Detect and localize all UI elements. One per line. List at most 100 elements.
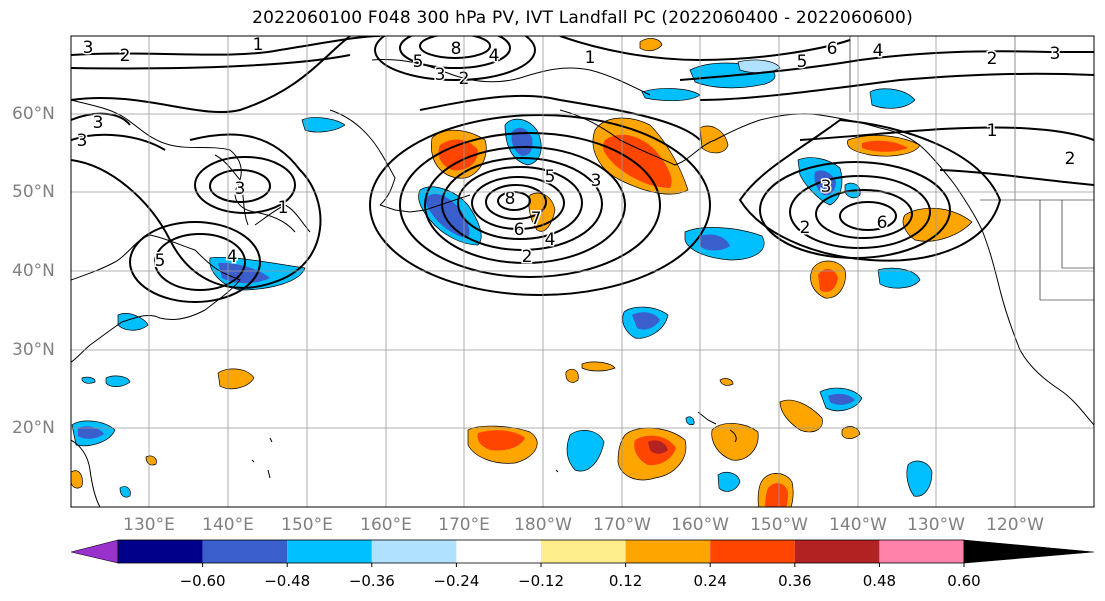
ivt-negative-region [906, 460, 933, 497]
contour-label: 6 [877, 213, 888, 233]
ivt-positive-core [764, 483, 788, 507]
pv-contour [129, 221, 261, 303]
ivt-negative-core [828, 393, 855, 405]
pv-contour [71, 133, 322, 289]
lon-label: 170°E [438, 515, 490, 535]
colorbar-segment [710, 540, 795, 563]
colorbar-segment [625, 540, 711, 563]
map-frame [70, 35, 1095, 508]
lon-label: 140°W [829, 515, 887, 535]
pv-contour [209, 169, 271, 203]
pv-contour [457, 166, 583, 240]
island-hawaii [697, 411, 737, 443]
ivt-negative-region [81, 376, 96, 384]
ivt-negative-region [717, 472, 741, 492]
ivt-positive-region [779, 399, 823, 433]
colorbar-label: −0.60 [179, 572, 226, 590]
contour-label: 5 [797, 52, 808, 72]
contour-labels: 3 2 1 3 3 1 3 8 5 7 6 4 2 3 4 5 6 2 3 2 … [75, 36, 1077, 273]
contour-label: 4 [227, 247, 238, 267]
pv-contour [369, 114, 711, 296]
pv-contour [419, 36, 491, 59]
pv-contour [194, 156, 296, 214]
colorbar-segment [287, 540, 372, 563]
contour-label: 3 [77, 131, 88, 151]
contour-label: 4 [489, 46, 500, 66]
lon-label: 120°W [986, 515, 1044, 535]
ivt-positive-region [217, 368, 255, 390]
ivt-positive-core [862, 140, 908, 152]
ivt-positive-region [719, 378, 734, 386]
pv-contour [699, 72, 1094, 101]
lat-label: 20°N [12, 418, 55, 438]
contour-label: 2 [522, 247, 533, 267]
pv-contour [71, 133, 166, 151]
ivt-negative-region [877, 267, 921, 289]
ivt-negative-region [685, 416, 695, 426]
lon-label: 130°E [123, 515, 175, 535]
ivt-positive-region [639, 38, 663, 52]
lon-label: 150°E [281, 515, 333, 535]
islands-pacific [251, 437, 559, 479]
ivt-positive-region [841, 426, 861, 439]
lat-label: 50°N [12, 182, 55, 202]
pv-contour [815, 189, 913, 239]
ivt-positive-region [699, 125, 729, 154]
lon-label: 140°E [202, 515, 254, 535]
colorbar-label: 0.24 [693, 572, 727, 590]
pv-contour [939, 169, 1094, 186]
ivt-positive-region [145, 455, 157, 466]
colorbar-segment [371, 540, 457, 563]
ivt-negative-region [119, 486, 131, 498]
lon-label: 160°E [360, 515, 412, 535]
lat-label: 60°N [12, 104, 55, 124]
colorbar-label: 0.60 [947, 572, 981, 590]
ivt-negative-region [566, 430, 605, 472]
colorbar-label: −0.12 [518, 572, 564, 590]
contour-label: 2 [987, 49, 998, 69]
coastline-korea-japan [214, 154, 311, 233]
ivt-negative-core [78, 426, 104, 439]
contour-label: 3 [83, 38, 94, 58]
colorbar-ticks [202, 563, 965, 567]
pv-contour [419, 94, 701, 141]
contour-label: 7 [531, 209, 542, 229]
colorbar-label: −0.48 [264, 572, 311, 590]
ivt-negative-region [105, 375, 131, 387]
ivt-positive-core [818, 268, 838, 292]
contour-label: 2 [1065, 149, 1076, 169]
colorbar-segment [879, 540, 964, 563]
ivt-positive-region [581, 361, 616, 372]
contour-label: 3 [1050, 44, 1061, 64]
colorbar-segment [118, 540, 203, 563]
ivt-negative-region [117, 313, 149, 331]
contour-label: 3 [93, 113, 104, 133]
pv-contour [759, 161, 951, 259]
pv-contour [71, 36, 381, 56]
contour-label: 1 [585, 48, 596, 68]
contour-label: 1 [278, 198, 289, 218]
pv-contour [424, 146, 626, 264]
colorbar-segment [202, 540, 288, 563]
coastline-north-america [924, 149, 1094, 426]
boundary-line [1039, 200, 1094, 301]
contour-label: 6 [514, 220, 525, 240]
colorbar-label: 0.48 [862, 572, 897, 590]
ivt-shading [71, 38, 973, 507]
lat-label: 30°N [12, 340, 55, 360]
contour-label: 1 [987, 121, 998, 141]
contour-label: 4 [545, 230, 556, 250]
pv-contour [799, 126, 1094, 141]
coastline-kamchatka [329, 109, 396, 206]
contour-label: 5 [413, 52, 424, 72]
ivt-positive-core [648, 440, 668, 454]
colorbar-segment [794, 540, 880, 563]
map-title: 2022060100 F048 300 hPa PV, IVT Landfall… [252, 8, 913, 28]
pv-contour [399, 132, 661, 278]
gridlines [71, 36, 1094, 507]
boundary-line [1061, 200, 1094, 269]
lon-label: 160°W [671, 515, 729, 535]
contour-label: 6 [827, 39, 838, 59]
ivt-negative-region [869, 88, 916, 109]
pv-contour [154, 233, 246, 291]
